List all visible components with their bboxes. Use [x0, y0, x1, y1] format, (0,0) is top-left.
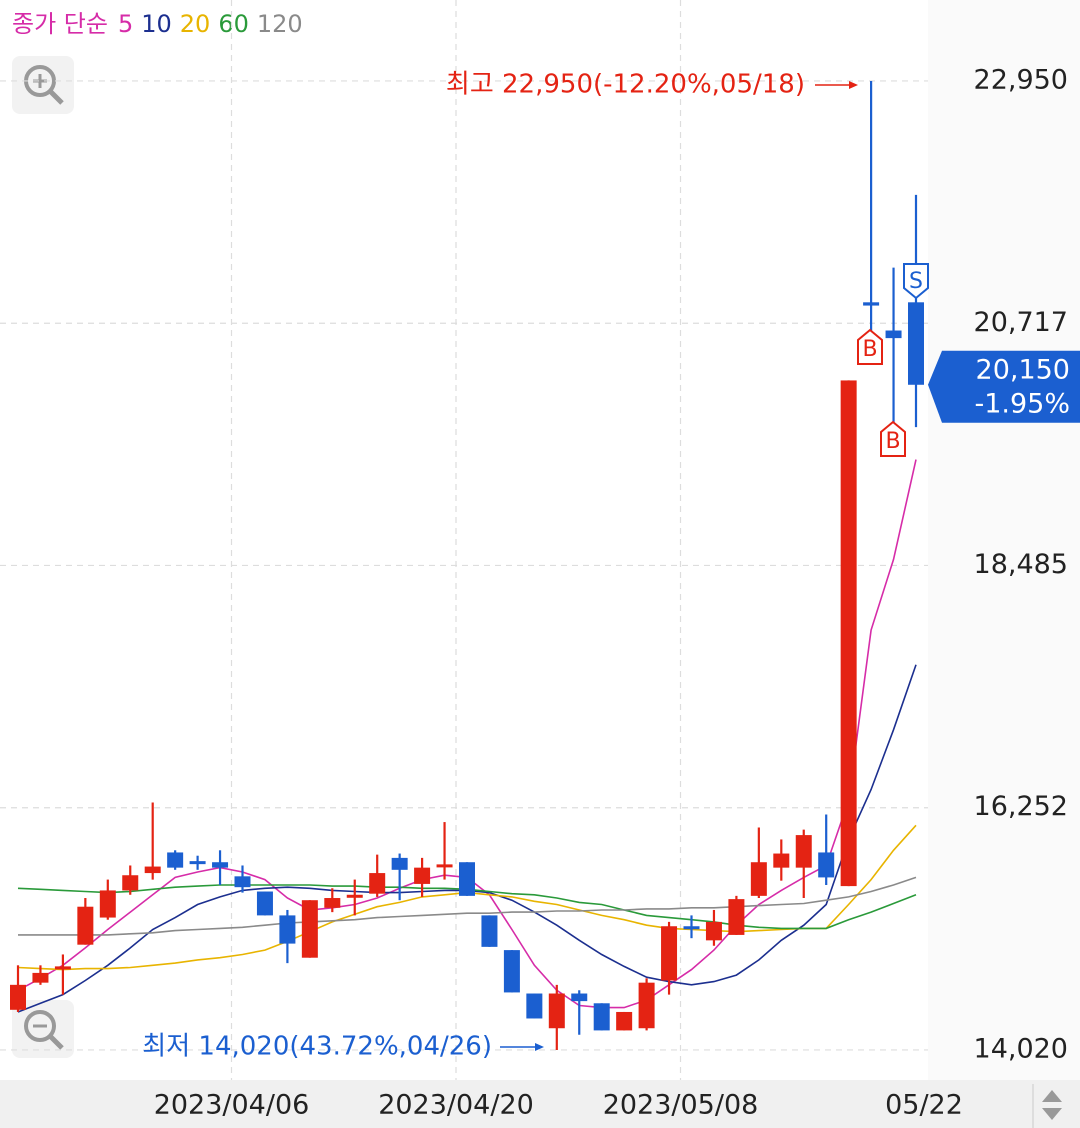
low-annotation: 최저 14,020(43.72%,04/26)	[142, 1031, 492, 1061]
arrowhead	[849, 80, 858, 89]
scroll-arrows[interactable]	[1042, 1090, 1062, 1120]
ma-line	[18, 876, 917, 936]
y-tick-label: 20,717	[974, 307, 1068, 338]
price-axis-panel	[928, 0, 1080, 1080]
candle-body	[459, 862, 475, 896]
y-tick-label: 22,950	[974, 64, 1068, 95]
candle-body	[638, 982, 655, 1029]
price-tag-value: 20,150	[976, 354, 1070, 385]
y-tick-label: 16,252	[974, 791, 1068, 822]
candle-body	[773, 853, 790, 868]
date-axis-band	[0, 1080, 1080, 1128]
candle-body	[661, 926, 678, 981]
legend-entry: 20	[180, 10, 211, 38]
candle-body	[885, 330, 902, 339]
signal-label: B	[885, 429, 900, 454]
candle-body	[683, 926, 700, 930]
candle-body	[99, 890, 116, 918]
price-tag-change: -1.95%	[974, 388, 1070, 419]
candle-body	[908, 302, 924, 385]
candle-body	[167, 852, 184, 868]
legend-entry: 60	[218, 10, 249, 38]
candle-body	[593, 1003, 610, 1031]
candle-body	[503, 950, 520, 993]
ma-line	[17, 459, 917, 1009]
candle-body	[301, 900, 318, 958]
signal-marker	[857, 328, 883, 365]
price-tag	[928, 350, 1080, 423]
candle-body	[750, 862, 767, 896]
legend-title: 종가 단순	[12, 10, 108, 38]
candle-body	[705, 921, 722, 941]
candle-body	[77, 906, 94, 945]
candle-body	[189, 861, 206, 865]
x-tick-label: 2023/04/20	[378, 1090, 534, 1121]
x-tick-label: 2023/05/08	[603, 1090, 759, 1121]
candle-body	[863, 302, 880, 306]
candle-body	[795, 835, 812, 868]
candle-body	[526, 993, 543, 1019]
candle-body	[32, 972, 49, 983]
candle-body	[279, 915, 296, 944]
legend-entry: 10	[141, 10, 172, 38]
zoom-in[interactable]	[12, 56, 74, 114]
legend-entry: 5	[118, 10, 133, 38]
candle-body	[10, 984, 26, 1010]
signal-marker	[903, 263, 929, 300]
y-tick-label: 14,020	[974, 1033, 1068, 1064]
signal-marker	[880, 420, 906, 457]
candle-body	[414, 867, 431, 884]
candle-body	[234, 876, 251, 888]
legend: 종가 단순 5 10 20 60 120	[12, 10, 303, 38]
x-tick-label: 05/22	[885, 1090, 963, 1121]
candle-body	[548, 993, 565, 1029]
candle-body	[391, 857, 408, 870]
legend-entry: 120	[257, 10, 303, 38]
y-tick-label: 18,485	[974, 549, 1068, 580]
high-annotation: 최고 22,950(-12.20%,05/18)	[446, 69, 805, 99]
candle-body	[840, 380, 857, 887]
candle-body	[346, 894, 363, 898]
candle-body	[144, 866, 161, 874]
candle-body	[369, 873, 386, 894]
candle-body	[728, 899, 745, 935]
zoom-out[interactable]	[12, 1000, 74, 1058]
candle-body	[212, 862, 229, 868]
candle-body	[122, 875, 139, 891]
candle-body	[571, 993, 588, 1002]
divider	[1032, 1084, 1034, 1128]
x-tick-label: 2023/04/06	[154, 1090, 310, 1121]
signal-label: S	[909, 269, 923, 294]
candle-body	[818, 852, 835, 878]
candle-body	[54, 966, 71, 970]
arrowhead	[535, 1042, 544, 1051]
candle-body	[436, 864, 453, 868]
candle-body	[256, 891, 273, 916]
candle-body	[324, 898, 341, 908]
candle-body	[616, 1011, 633, 1031]
signal-label: B	[862, 337, 877, 362]
candle-body	[481, 915, 498, 947]
